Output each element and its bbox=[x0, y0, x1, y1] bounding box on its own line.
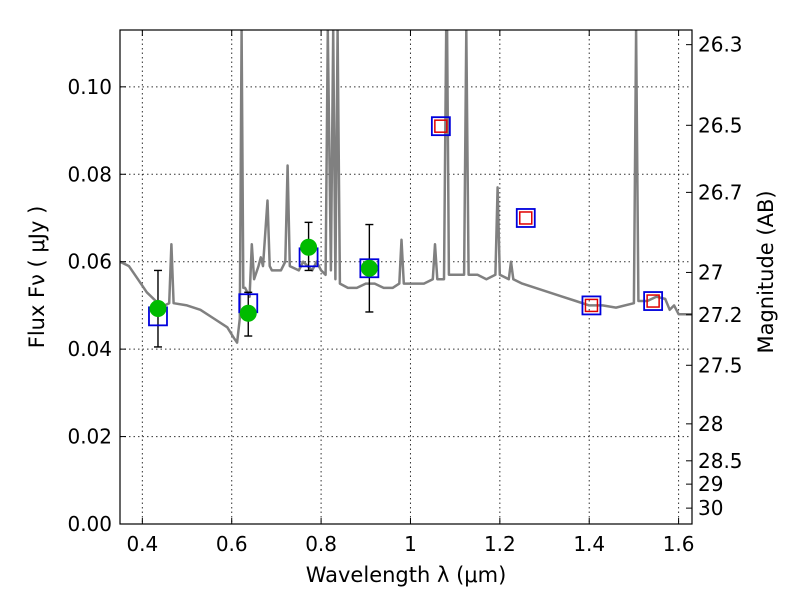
magnitude-tick-label: 27 bbox=[698, 260, 723, 284]
grid bbox=[120, 30, 692, 525]
magnitude-tick-label: 28.5 bbox=[698, 449, 743, 473]
magnitude-tick-label: 30 bbox=[698, 496, 723, 520]
red-square-marker bbox=[584, 298, 599, 313]
spectrum-line bbox=[120, 30, 692, 344]
y-tick-label: 0.04 bbox=[67, 337, 112, 361]
x-tick-label: 1.2 bbox=[484, 532, 516, 556]
blue-square-marker bbox=[581, 295, 602, 316]
magnitude-tick-label: 29 bbox=[698, 472, 723, 496]
y-tick-label: 0.08 bbox=[67, 162, 112, 186]
green-point-marker bbox=[149, 299, 167, 317]
blue-square-marker bbox=[359, 258, 380, 279]
x-tick-label: 1.4 bbox=[573, 532, 605, 556]
red-square-markers bbox=[434, 119, 660, 313]
green-point-marker bbox=[239, 304, 257, 322]
x-axis-label: Wavelength λ (μm) bbox=[306, 563, 507, 587]
magnitude-tick-label: 27.2 bbox=[698, 303, 743, 327]
blue-square-marker bbox=[643, 291, 664, 311]
x-axis-ticks: 0.4 0.6 0.8 1 1.2 1.4 1.6 bbox=[126, 30, 695, 556]
green-point-markers bbox=[149, 238, 378, 322]
magnitude-axis-label: Magnitude (AB) bbox=[754, 190, 778, 353]
magnitude-tick-label: 27.5 bbox=[698, 353, 743, 377]
red-square-marker bbox=[519, 211, 533, 225]
blue-square-marker bbox=[430, 116, 451, 137]
x-tick-label: 0.6 bbox=[216, 532, 248, 556]
magnitude-tick-label: 28 bbox=[698, 412, 723, 436]
x-tick-label: 1.6 bbox=[663, 532, 695, 556]
red-square-marker bbox=[646, 294, 660, 308]
x-tick-label: 0.8 bbox=[305, 532, 337, 556]
y-axis-label: Flux Fν ( μJy ) bbox=[25, 206, 49, 349]
magnitude-tick-label: 26.7 bbox=[698, 180, 743, 204]
blue-square-markers bbox=[148, 116, 664, 327]
x-tick-label: 1 bbox=[404, 532, 417, 556]
y-tick-label: 0.06 bbox=[67, 250, 112, 274]
blue-square-marker bbox=[515, 208, 536, 228]
magnitude-tick-label: 26.5 bbox=[698, 113, 743, 137]
magnitude-tick-label: 26.3 bbox=[698, 33, 743, 57]
green-point-marker bbox=[360, 259, 378, 277]
y-axis-ticks: 0.00 0.02 0.04 0.06 0.08 0.10 bbox=[67, 75, 126, 536]
y-tick-label: 0.02 bbox=[67, 425, 112, 449]
red-square-marker bbox=[434, 119, 448, 133]
green-point-marker bbox=[300, 238, 318, 256]
x-tick-label: 0.4 bbox=[126, 532, 158, 556]
y-tick-label: 0.10 bbox=[67, 75, 112, 99]
y-tick-label: 0.00 bbox=[67, 512, 112, 536]
model-spectrum bbox=[120, 30, 692, 344]
plot-frame bbox=[119, 29, 693, 525]
